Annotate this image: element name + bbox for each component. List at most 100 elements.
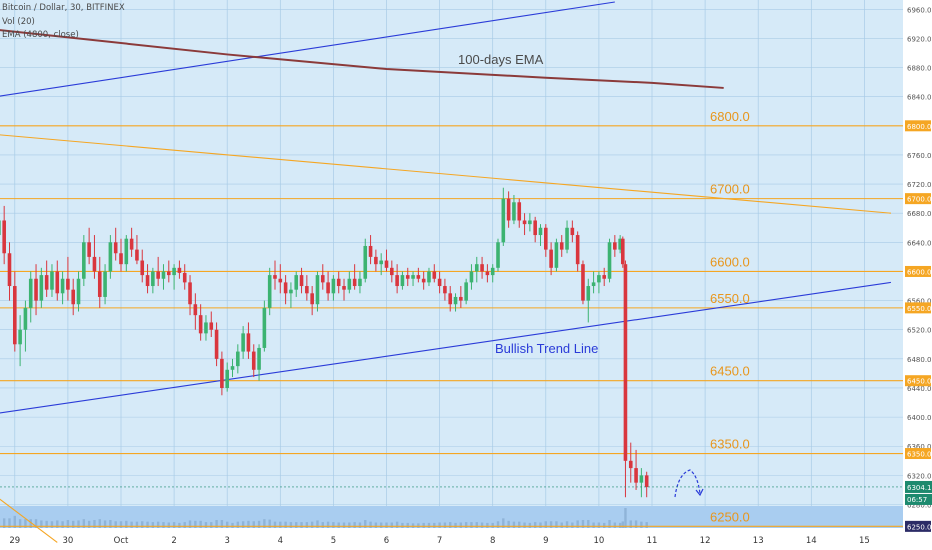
candle-body: [485, 271, 490, 276]
volume-bar: [629, 520, 632, 528]
candle-body: [262, 307, 267, 348]
candle-body: [639, 475, 644, 483]
candle-body: [528, 220, 532, 225]
candle-body: [320, 275, 325, 283]
volume-bar: [188, 520, 192, 528]
level-label: 6550.0: [710, 291, 750, 306]
volume-bar: [433, 522, 436, 528]
volume-bar: [226, 521, 229, 528]
candle-body: [193, 304, 198, 316]
volume-bar: [640, 521, 643, 528]
x-tick-label: 11: [647, 536, 658, 546]
candle-body: [246, 333, 251, 352]
volume-bar: [66, 520, 70, 528]
y-tick-label: 6440.0: [907, 385, 932, 393]
candle-body: [172, 267, 176, 276]
volume-bar: [156, 521, 160, 528]
volume-bar: [284, 521, 287, 528]
candle-body: [0, 220, 1, 236]
candle-body: [432, 271, 437, 279]
candle-body: [342, 286, 346, 290]
x-tick-label: 7: [437, 536, 442, 546]
candle-body: [23, 307, 28, 330]
candle-body: [374, 256, 378, 265]
candle-body: [230, 366, 235, 370]
volume-bar: [289, 522, 293, 528]
volume-bar: [353, 522, 356, 528]
volume-bar: [576, 520, 579, 528]
x-tick-label: 13: [753, 536, 764, 546]
x-tick-label: 14: [806, 536, 817, 546]
y-axis: 6960.0 6920.0 6880.0 6840.0 6760.0 6720.0 6680…: [907, 6, 932, 509]
bullish-trend-line: [0, 281, 892, 414]
x-tick-label: 3: [224, 536, 229, 546]
volume-bar: [310, 521, 314, 528]
upper-channel-line: [0, 1, 615, 97]
level-label: 6450.0: [710, 364, 750, 379]
annotations: 100-days EMA Bullish Trend Line: [458, 52, 704, 498]
volume-bar: [544, 521, 547, 528]
candle-body: [459, 296, 463, 301]
volume-bar: [470, 522, 473, 528]
candle-body: [305, 286, 309, 294]
projection-arrowhead: [695, 488, 704, 497]
volume-bar: [135, 521, 139, 528]
candle-body: [209, 322, 214, 330]
candle-body: [565, 227, 569, 250]
volume-bar: [480, 522, 484, 528]
x-tick-label: 29: [9, 536, 20, 546]
volume-bar: [613, 522, 617, 528]
volume-bar: [533, 522, 537, 528]
candle-body: [283, 282, 288, 294]
candle-body: [119, 253, 123, 265]
candle-body: [416, 275, 421, 279]
candle-body: [82, 242, 86, 279]
candle-body: [628, 460, 633, 469]
candle-body: [480, 264, 484, 272]
candle-body: [496, 242, 500, 268]
candle-body: [267, 275, 272, 308]
y-tick-label: 6680.0: [907, 210, 932, 218]
volume-bar: [401, 522, 404, 528]
y-tick-label: 6360.0: [907, 443, 932, 451]
plot-background: [0, 0, 903, 528]
y-tick-label: 6760.0: [907, 152, 932, 160]
volume-bar: [215, 520, 218, 528]
candle-body: [384, 260, 389, 268]
candle-body: [464, 282, 468, 301]
candle-body: [607, 242, 612, 279]
volume-band: [0, 506, 903, 528]
axis-background-bottom: [0, 528, 932, 550]
volume-bar: [50, 521, 54, 528]
x-tick-label: Oct: [114, 536, 129, 546]
volume-bar: [151, 522, 155, 528]
volume-bar: [364, 520, 367, 528]
last-price-label: 6304.1: [907, 484, 932, 492]
volume-bar: [273, 521, 277, 528]
volume-bar: [119, 521, 123, 528]
volume-bar: [417, 523, 420, 528]
volume-bar: [40, 520, 43, 528]
volume-bar: [109, 520, 112, 528]
candle-body: [453, 296, 458, 305]
x-axis: 29 30 Oct 2 3 4 5 6 7 8 9 10 11 12 13 14 15: [9, 536, 869, 546]
projection-arrow: [674, 469, 701, 498]
volume-bar: [449, 522, 452, 528]
candle-body: [310, 293, 314, 305]
x-tick-label: 10: [593, 536, 604, 546]
volume-bar: [459, 522, 463, 528]
volume-bar: [539, 522, 542, 528]
volume-bar: [114, 521, 117, 528]
volume-bar: [549, 521, 553, 528]
candle-body: [347, 278, 352, 290]
volume-bar: [162, 522, 165, 528]
x-tick-label: 4: [278, 536, 283, 546]
volume-bar: [268, 519, 271, 528]
volume-bar: [621, 521, 624, 528]
candle-body: [97, 271, 102, 297]
candle-body: [501, 198, 506, 243]
y-tick-label: 6880.0: [907, 65, 932, 73]
candle-body: [623, 264, 628, 461]
candle-body: [182, 272, 187, 283]
